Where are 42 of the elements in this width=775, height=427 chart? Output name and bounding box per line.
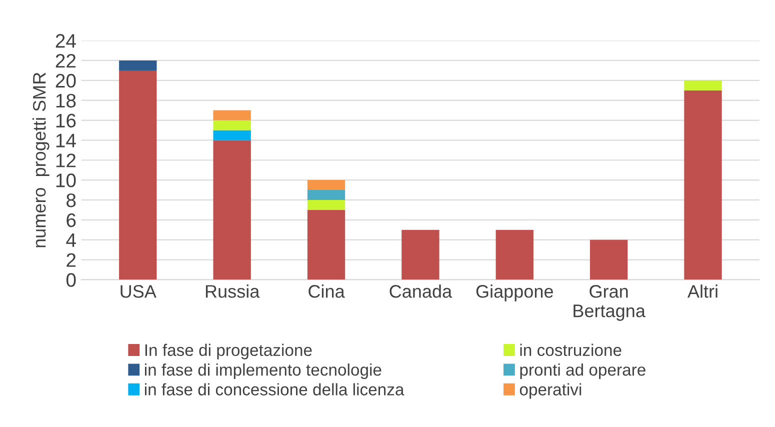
bar [119,70,157,280]
bar [213,110,251,120]
legend-label: pronti ad operare [520,363,646,380]
bar [307,200,346,210]
bar [307,180,346,190]
y-tick-label: 12 [56,154,76,168]
legend-label: in costruzione [520,344,622,356]
y-tick-label: 10 [56,174,76,188]
bar [402,230,440,280]
x-tick-label: Gran Bertagna [574,285,646,321]
x-tick-label: Russia [206,284,260,298]
x-tick-label: Canada [390,284,452,298]
x-tick-label: Altri [687,284,718,298]
bar [684,80,722,90]
y-tick-label: 24 [56,34,76,48]
y-tick-label: 8 [66,193,76,208]
y-tick-label: 6 [66,213,76,228]
bar [590,240,628,280]
y-tick-label: 2 [66,253,76,267]
legend-label: operativi [520,383,582,399]
y-tick-label: 0 [66,273,76,287]
y-tick-label: 16 [56,114,76,128]
x-tick-label: USA [120,285,156,298]
y-tick-label: 22 [56,54,76,68]
x-tick-label: Cina [308,284,345,298]
y-axis-title: numero progetti SMR [32,72,50,248]
bar [684,90,722,280]
bar [119,60,157,70]
y-tick-label: 18 [56,94,76,108]
y-tick-label: 20 [56,74,76,88]
y-tick-label: 14 [56,134,76,148]
legend-label: In fase di progetazione [145,344,312,360]
legend-label: in fase di implemento tecnologie [144,363,382,380]
y-tick-label: 4 [66,234,76,247]
bar [307,210,346,280]
bar [307,190,346,200]
bar [213,140,251,280]
bar [213,130,251,140]
bar [496,230,534,280]
legend-label: in fase di concessione della licenza [144,383,404,396]
bar [213,120,251,130]
x-tick-label: Giappone [476,284,553,302]
